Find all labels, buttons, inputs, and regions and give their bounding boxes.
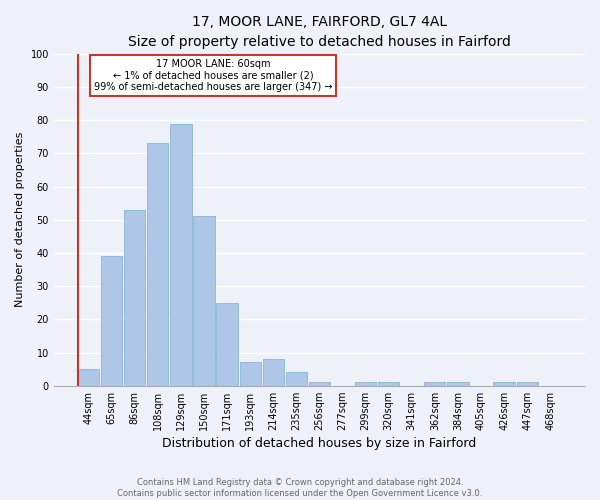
Bar xyxy=(355,382,376,386)
Text: Contains HM Land Registry data © Crown copyright and database right 2024.
Contai: Contains HM Land Registry data © Crown c… xyxy=(118,478,482,498)
Bar xyxy=(170,124,191,386)
Bar xyxy=(147,144,169,386)
Bar xyxy=(193,216,215,386)
Bar xyxy=(378,382,399,386)
Title: 17, MOOR LANE, FAIRFORD, GL7 4AL
Size of property relative to detached houses in: 17, MOOR LANE, FAIRFORD, GL7 4AL Size of… xyxy=(128,15,511,48)
Bar xyxy=(239,362,261,386)
Bar xyxy=(309,382,330,386)
Bar xyxy=(447,382,469,386)
Bar xyxy=(263,359,284,386)
Bar xyxy=(217,302,238,386)
Bar xyxy=(424,382,445,386)
Bar xyxy=(517,382,538,386)
X-axis label: Distribution of detached houses by size in Fairford: Distribution of detached houses by size … xyxy=(162,437,476,450)
Bar xyxy=(286,372,307,386)
Bar xyxy=(124,210,145,386)
Bar xyxy=(493,382,515,386)
Y-axis label: Number of detached properties: Number of detached properties xyxy=(15,132,25,308)
Text: 17 MOOR LANE: 60sqm
← 1% of detached houses are smaller (2)
99% of semi-detached: 17 MOOR LANE: 60sqm ← 1% of detached hou… xyxy=(94,59,332,92)
Bar xyxy=(101,256,122,386)
Bar xyxy=(78,369,99,386)
